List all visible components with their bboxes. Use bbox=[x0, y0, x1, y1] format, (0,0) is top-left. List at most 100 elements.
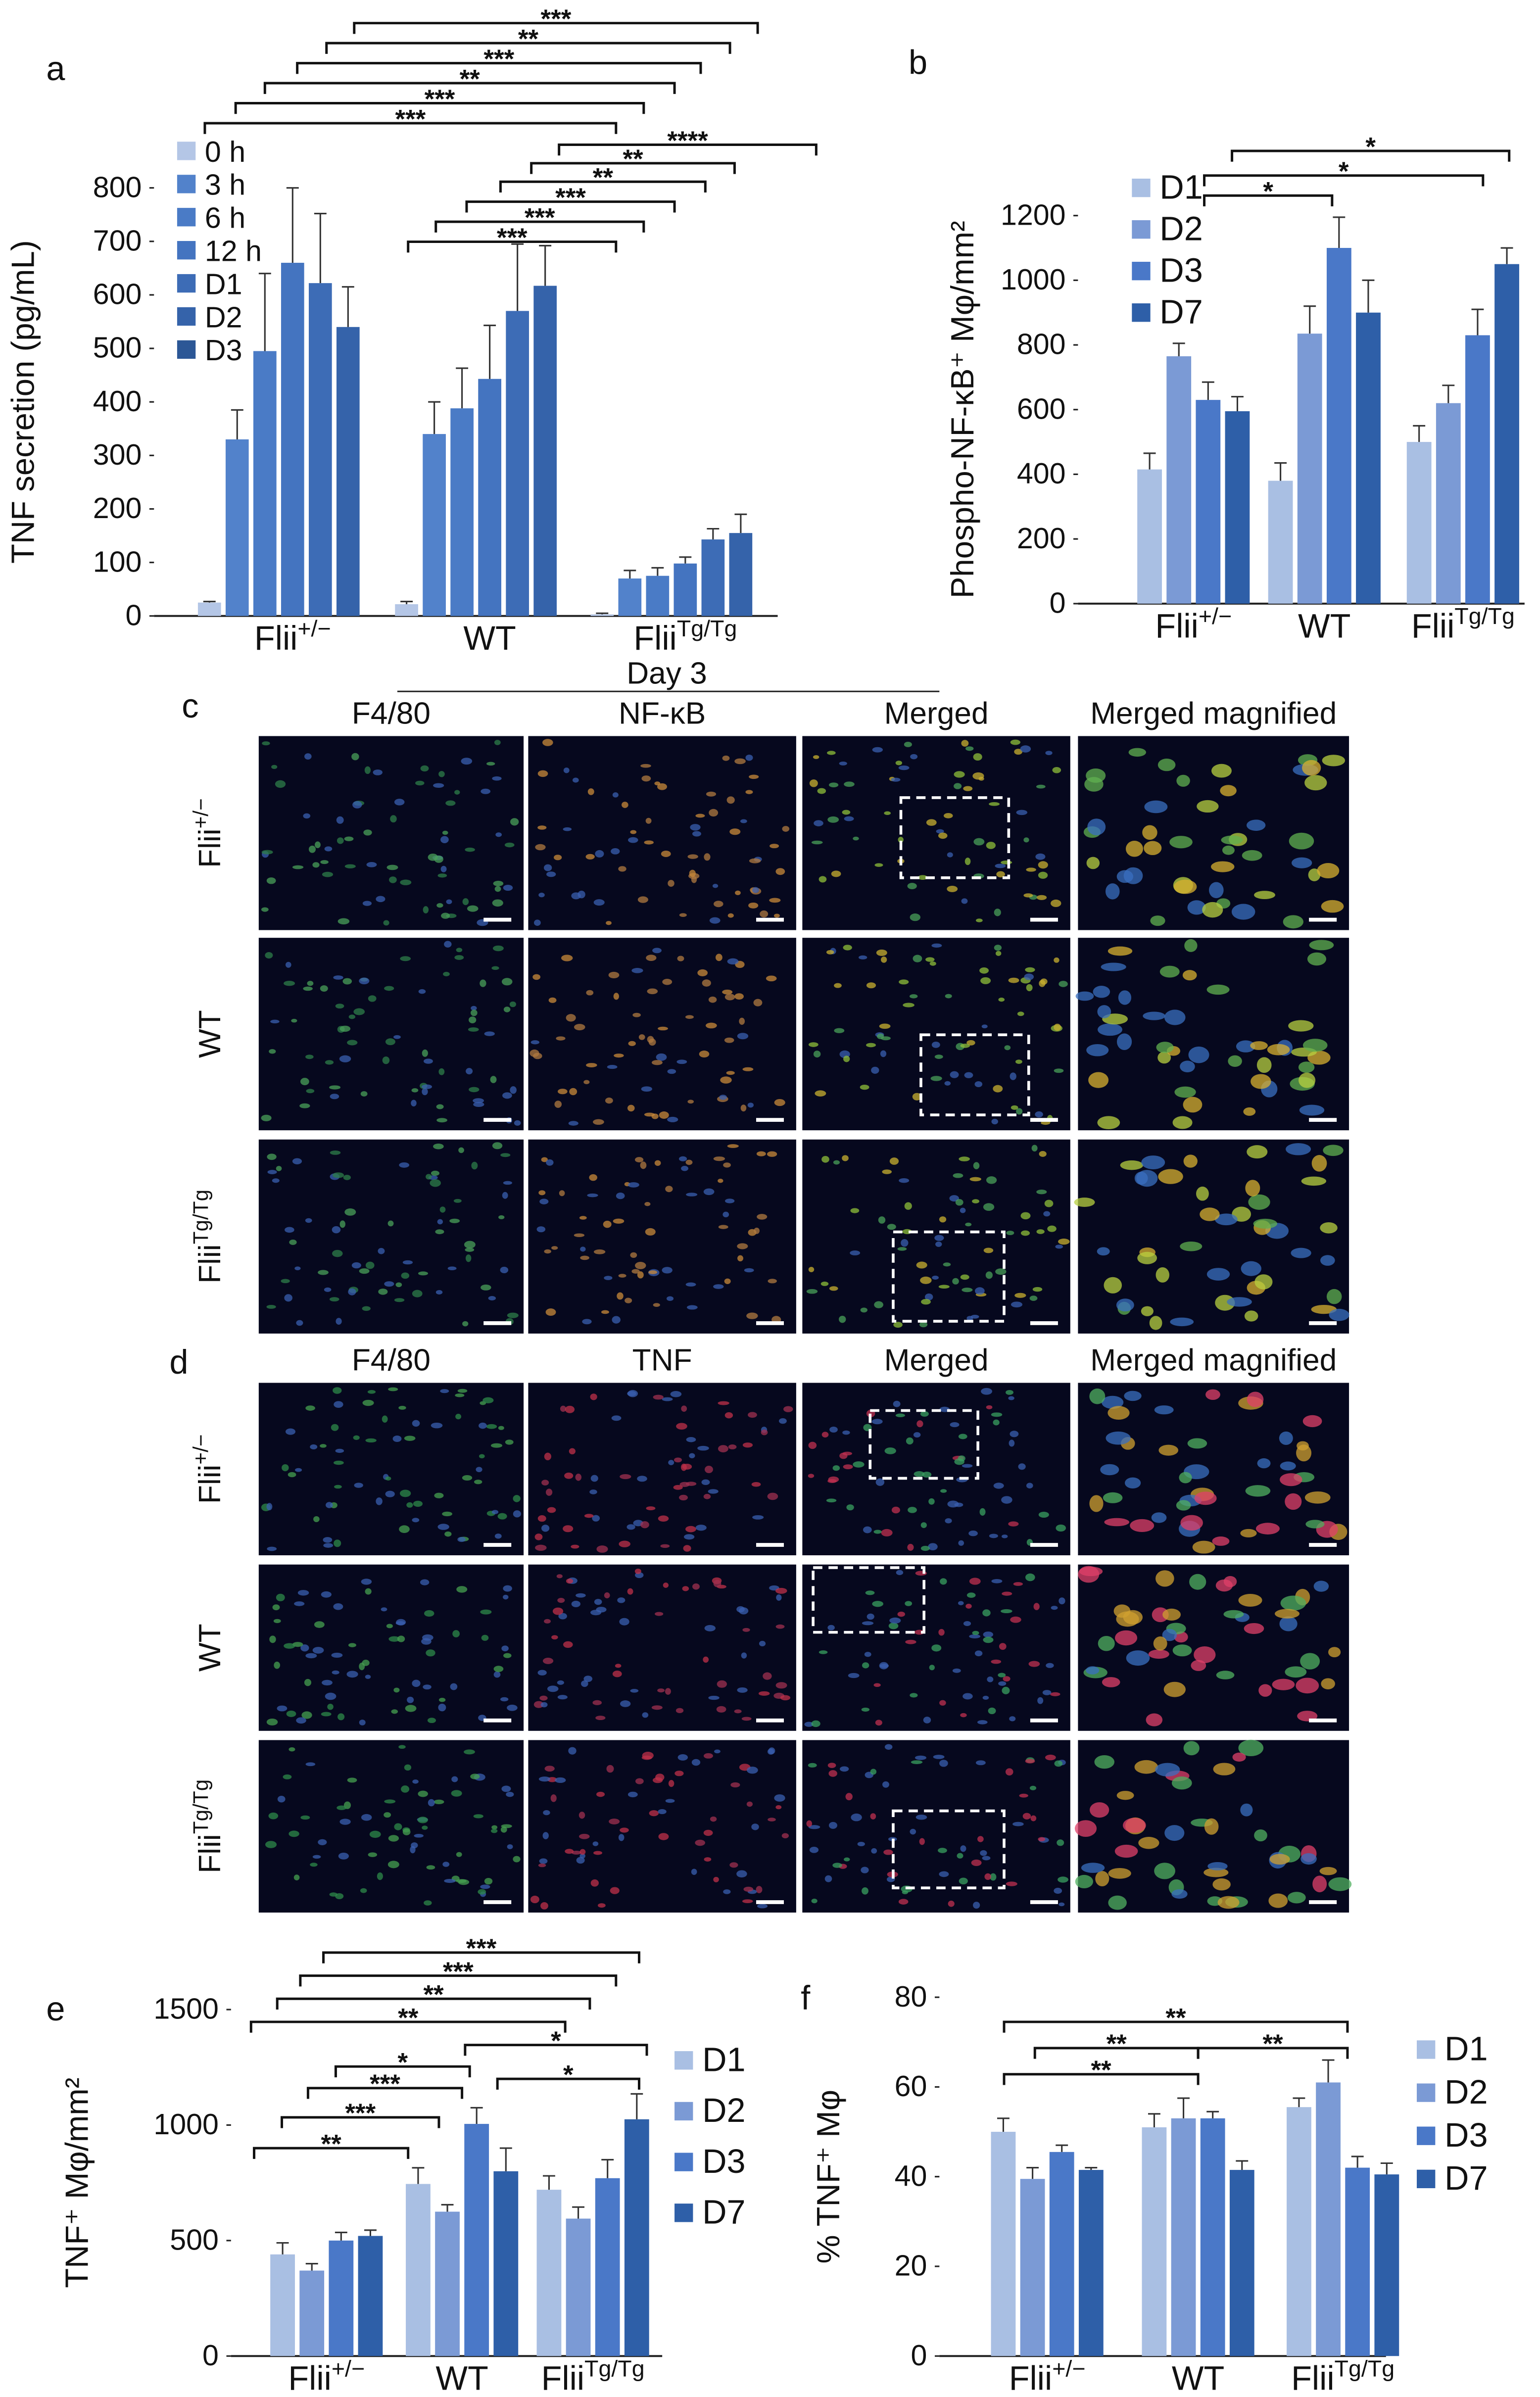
cell bbox=[1037, 1697, 1044, 1704]
cell bbox=[1174, 1086, 1196, 1098]
cell bbox=[880, 1036, 891, 1041]
cell bbox=[540, 1902, 548, 1910]
cell bbox=[394, 1823, 402, 1830]
error-bar bbox=[470, 2107, 483, 2124]
cell bbox=[552, 1607, 564, 1615]
cell bbox=[601, 1310, 609, 1314]
cell bbox=[913, 1432, 921, 1438]
cell bbox=[1162, 1608, 1181, 1621]
cell bbox=[283, 1774, 292, 1779]
bar bbox=[1166, 356, 1192, 604]
cell bbox=[305, 1653, 317, 1659]
cell bbox=[503, 885, 513, 891]
cell bbox=[1075, 1874, 1093, 1888]
y-tick-label: 20 bbox=[895, 2249, 927, 2282]
cell bbox=[424, 1058, 433, 1064]
cell bbox=[610, 1887, 620, 1894]
legend-label: D2 bbox=[205, 300, 242, 334]
cell bbox=[981, 1024, 988, 1029]
cell bbox=[844, 816, 854, 821]
cell bbox=[1108, 1868, 1131, 1879]
cell bbox=[1232, 1752, 1246, 1762]
cell bbox=[870, 1769, 877, 1775]
cell bbox=[510, 1086, 517, 1094]
cell bbox=[1182, 970, 1197, 981]
cell bbox=[1113, 1604, 1131, 1618]
cell bbox=[924, 1294, 933, 1300]
cell bbox=[818, 1650, 828, 1654]
micrograph bbox=[802, 1383, 1070, 1556]
cell bbox=[1307, 952, 1327, 966]
cell bbox=[920, 1411, 929, 1417]
legend-swatch bbox=[177, 241, 196, 260]
cell bbox=[1026, 867, 1036, 872]
cell bbox=[809, 1847, 819, 1853]
cell bbox=[737, 1255, 744, 1262]
cell bbox=[1194, 1646, 1216, 1663]
cell bbox=[394, 799, 405, 806]
cell bbox=[920, 1276, 932, 1284]
column-header: Merged magnified bbox=[1090, 697, 1337, 731]
cell bbox=[991, 1118, 998, 1125]
cell bbox=[904, 1202, 912, 1210]
cell bbox=[814, 820, 823, 826]
cell bbox=[480, 1884, 490, 1889]
cell bbox=[697, 969, 708, 976]
cell bbox=[708, 1489, 719, 1494]
cell bbox=[899, 979, 909, 985]
cell bbox=[1107, 946, 1133, 956]
cell bbox=[743, 1886, 754, 1892]
cell bbox=[382, 1056, 390, 1064]
column-header: TNF bbox=[632, 1343, 692, 1378]
cell bbox=[840, 1766, 849, 1772]
cell bbox=[964, 1072, 973, 1078]
error-bar bbox=[1380, 2162, 1393, 2175]
cell bbox=[414, 1833, 424, 1838]
cell bbox=[1128, 748, 1147, 757]
cell bbox=[344, 836, 354, 841]
cell bbox=[365, 1438, 377, 1443]
bar bbox=[1356, 312, 1381, 604]
cell bbox=[995, 863, 1006, 868]
cell bbox=[444, 1531, 452, 1537]
cell bbox=[995, 1268, 1007, 1275]
cell bbox=[514, 1120, 521, 1126]
cell bbox=[757, 1904, 768, 1909]
cell bbox=[1002, 1686, 1010, 1694]
cell bbox=[1043, 1211, 1051, 1217]
cell bbox=[746, 1312, 758, 1319]
error-bar bbox=[596, 612, 609, 615]
cell bbox=[1240, 1803, 1253, 1817]
cell bbox=[449, 1218, 460, 1223]
cell bbox=[1010, 739, 1020, 745]
cell bbox=[676, 1423, 687, 1430]
cell bbox=[267, 1170, 277, 1174]
cell bbox=[586, 990, 594, 996]
cell bbox=[582, 1319, 592, 1325]
cell bbox=[304, 1678, 312, 1686]
cell bbox=[1155, 1570, 1174, 1587]
cell bbox=[973, 753, 982, 761]
legend-label: D2 bbox=[1159, 209, 1203, 247]
cell bbox=[888, 1623, 899, 1630]
cell bbox=[842, 1430, 850, 1435]
cell bbox=[428, 1799, 435, 1807]
cell bbox=[491, 1510, 499, 1514]
bar bbox=[1494, 264, 1519, 604]
y-tick-label: 600 bbox=[93, 278, 142, 311]
cell bbox=[893, 1322, 903, 1328]
cell bbox=[412, 1518, 420, 1523]
cell bbox=[542, 739, 553, 746]
legend-label: D3 bbox=[1444, 2116, 1488, 2154]
cell bbox=[1183, 1741, 1200, 1756]
cell bbox=[1010, 1431, 1019, 1438]
cell bbox=[884, 1744, 893, 1750]
micrograph bbox=[1078, 736, 1349, 930]
cell bbox=[606, 1765, 614, 1773]
cell bbox=[964, 858, 971, 865]
cell bbox=[853, 836, 859, 841]
cell bbox=[431, 1170, 439, 1176]
cell bbox=[393, 1687, 400, 1693]
cell bbox=[635, 1778, 644, 1784]
cell bbox=[285, 1227, 294, 1233]
